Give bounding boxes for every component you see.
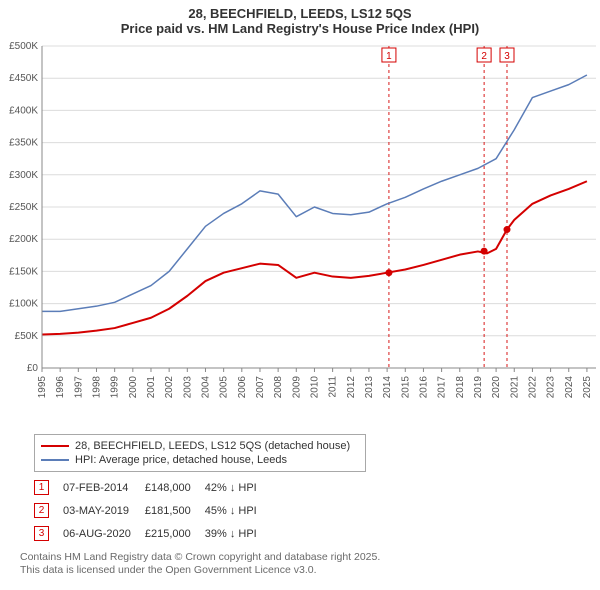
sale-date: 07-FEB-2014	[63, 476, 145, 499]
chart-title: 28, BEECHFIELD, LEEDS, LS12 5QS Price pa…	[0, 0, 600, 38]
svg-text:£150K: £150K	[9, 266, 38, 277]
legend-swatch	[41, 445, 69, 447]
svg-text:2014: 2014	[382, 376, 393, 399]
svg-text:£50K: £50K	[15, 331, 39, 342]
svg-text:2022: 2022	[527, 376, 538, 399]
footer-line-2: This data is licensed under the Open Gov…	[20, 564, 580, 577]
svg-text:£450K: £450K	[9, 73, 38, 84]
title-line-1: 28, BEECHFIELD, LEEDS, LS12 5QS	[0, 6, 600, 21]
sale-price: £181,500	[145, 499, 205, 522]
svg-text:2013: 2013	[364, 376, 375, 399]
legend-label: 28, BEECHFIELD, LEEDS, LS12 5QS (detache…	[75, 440, 350, 452]
svg-text:2000: 2000	[128, 376, 139, 399]
svg-text:£0: £0	[27, 363, 39, 374]
svg-text:2006: 2006	[237, 376, 248, 399]
svg-text:2015: 2015	[400, 376, 411, 399]
svg-text:2021: 2021	[509, 376, 520, 399]
sales-table: 1 07-FEB-2014£148,00042% ↓ HPI 2 03-MAY-201…	[34, 476, 580, 545]
sale-price: £148,000	[145, 476, 205, 499]
svg-text:£400K: £400K	[9, 105, 38, 116]
svg-text:1999: 1999	[110, 376, 121, 399]
sale-delta: 42% ↓ HPI	[205, 476, 271, 499]
chart-legend: 28, BEECHFIELD, LEEDS, LS12 5QS (detache…	[34, 434, 366, 472]
sale-delta: 45% ↓ HPI	[205, 499, 271, 522]
svg-text:1997: 1997	[73, 376, 84, 399]
sale-delta: 39% ↓ HPI	[205, 522, 271, 545]
svg-text:2002: 2002	[164, 376, 175, 399]
line-chart: £0 £50K £100K £150K £200K £250K £300K £350K £400…	[0, 38, 600, 428]
svg-text:2016: 2016	[418, 376, 429, 399]
svg-text:£500K: £500K	[9, 41, 38, 52]
sale-price: £215,000	[145, 522, 205, 545]
svg-text:£200K: £200K	[9, 234, 38, 245]
sale-marker-box: 2	[34, 503, 49, 518]
svg-text:2025: 2025	[582, 376, 593, 399]
table-row: 1 07-FEB-2014£148,00042% ↓ HPI	[34, 476, 271, 499]
sale-marker-box: 3	[34, 526, 49, 541]
table-row: 2 03-MAY-2019£181,50045% ↓ HPI	[34, 499, 271, 522]
legend-swatch	[41, 459, 69, 461]
attribution-footer: Contains HM Land Registry data © Crown c…	[20, 551, 580, 577]
svg-text:2005: 2005	[219, 376, 230, 399]
svg-text:2007: 2007	[255, 376, 266, 399]
svg-text:2017: 2017	[437, 376, 448, 399]
svg-text:2023: 2023	[546, 376, 557, 399]
svg-text:2004: 2004	[200, 376, 211, 399]
svg-text:2018: 2018	[455, 376, 466, 399]
svg-text:£100K: £100K	[9, 299, 38, 310]
legend-item: 28, BEECHFIELD, LEEDS, LS12 5QS (detache…	[41, 439, 359, 453]
svg-text:£250K: £250K	[9, 202, 38, 213]
svg-text:1: 1	[386, 51, 392, 62]
sale-date: 06-AUG-2020	[63, 522, 145, 545]
svg-text:1996: 1996	[55, 376, 66, 399]
svg-text:2012: 2012	[346, 376, 357, 399]
svg-text:2001: 2001	[146, 376, 157, 399]
sale-date: 03-MAY-2019	[63, 499, 145, 522]
svg-text:2010: 2010	[309, 376, 320, 399]
table-row: 3 06-AUG-2020£215,00039% ↓ HPI	[34, 522, 271, 545]
title-line-2: Price paid vs. HM Land Registry's House …	[0, 21, 600, 36]
svg-text:3: 3	[504, 51, 510, 62]
svg-text:1998: 1998	[91, 376, 102, 399]
svg-text:2: 2	[481, 51, 487, 62]
chart-area: £0 £50K £100K £150K £200K £250K £300K £350K £400…	[0, 38, 600, 428]
svg-text:2019: 2019	[473, 376, 484, 399]
svg-text:2008: 2008	[273, 376, 284, 399]
svg-text:2020: 2020	[491, 376, 502, 399]
svg-text:1995: 1995	[37, 376, 48, 399]
svg-text:2003: 2003	[182, 376, 193, 399]
svg-text:£300K: £300K	[9, 170, 38, 181]
svg-text:2011: 2011	[328, 376, 339, 398]
svg-text:2009: 2009	[291, 376, 302, 399]
legend-label: HPI: Average price, detached house, Leed…	[75, 454, 287, 466]
svg-text:£350K: £350K	[9, 138, 38, 149]
svg-text:2024: 2024	[564, 376, 575, 399]
sale-marker-box: 1	[34, 480, 49, 495]
legend-item: HPI: Average price, detached house, Leed…	[41, 453, 359, 467]
footer-line-1: Contains HM Land Registry data © Crown c…	[20, 551, 580, 564]
